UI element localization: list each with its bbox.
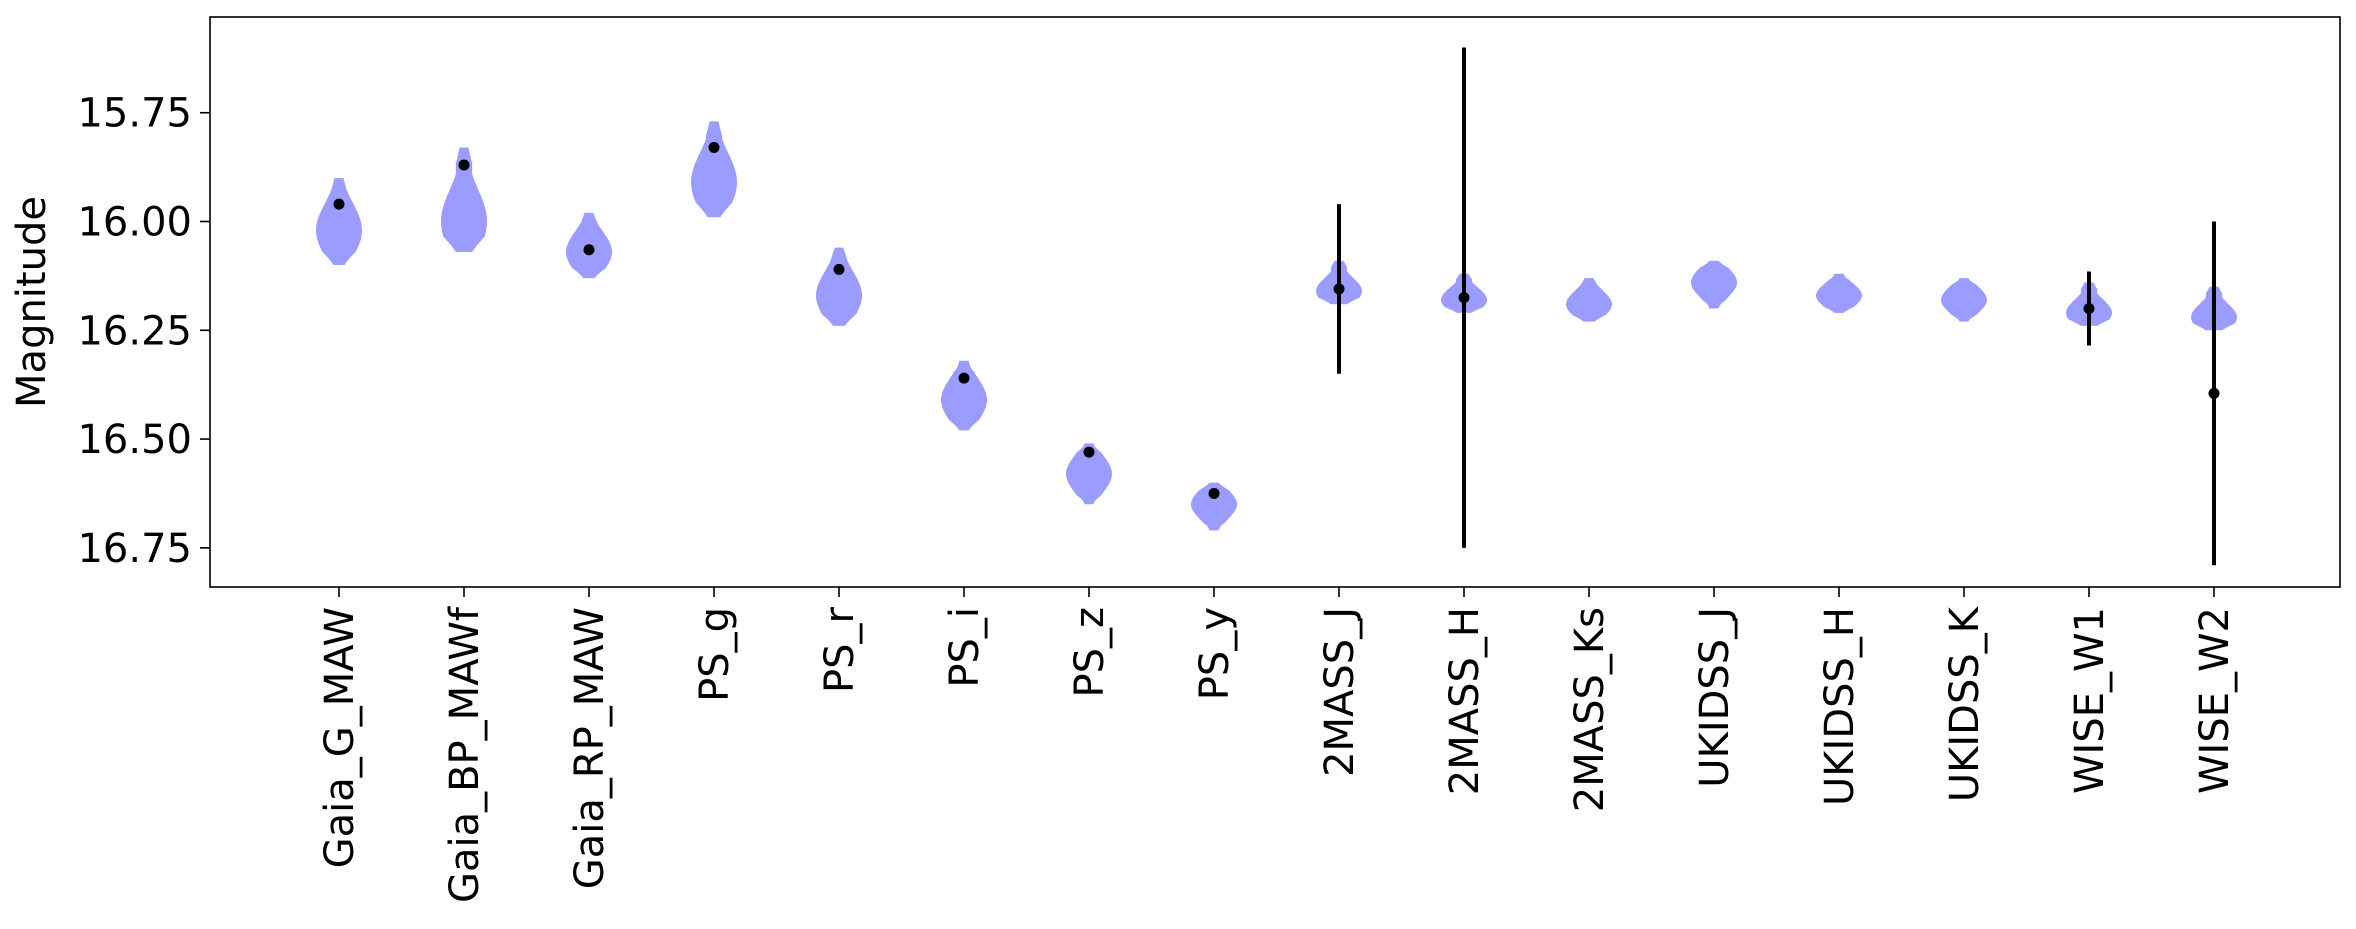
point-WISE_W2 (2208, 387, 2220, 399)
x-tick-label-UKIDSS_H: UKIDSS_H (1817, 607, 1863, 806)
violin-PS_y (1191, 482, 1237, 531)
x-tick-label-PS_i: PS_i (942, 607, 988, 688)
violin-2MASS_Ks (1566, 278, 1612, 322)
violin-PS_g (691, 121, 737, 218)
violin-PS_i (941, 360, 987, 431)
violins-group (316, 121, 2237, 531)
x-tick-label-2MASS_H: 2MASS_H (1442, 607, 1488, 795)
point-PS_r (833, 263, 845, 275)
x-tick-label-Gaia_G_MAW: Gaia_G_MAW (317, 607, 363, 868)
x-tick-label-PS_z: PS_z (1067, 607, 1113, 698)
x-tick-label-UKIDSS_J: UKIDSS_J (1692, 607, 1738, 788)
violin-UKIDSS_H (1816, 273, 1862, 313)
point-Gaia_RP_MAW (583, 244, 595, 256)
violin-PS_z (1066, 443, 1112, 505)
point-PS_z (1083, 446, 1095, 458)
point-WISE_W1 (2083, 303, 2095, 315)
x-tick-label-PS_g: PS_g (692, 607, 738, 702)
x-axis: Gaia_G_MAW Gaia_BP_MAWf Gaia_RP_MAW PS_g PS_… (317, 587, 2238, 903)
point-Gaia_G_MAW (333, 198, 345, 210)
y-tick-label-16.25: 16.25 (77, 308, 192, 354)
x-tick-label-Gaia_BP_MAWf: Gaia_BP_MAWf (442, 606, 488, 903)
x-tick-label-PS_r: PS_r (817, 606, 863, 693)
y-tick-label-15.75: 15.75 (77, 91, 192, 137)
point-PS_y (1208, 487, 1220, 499)
point-PS_g (708, 142, 720, 154)
x-tick-label-2MASS_J: 2MASS_J (1317, 607, 1363, 777)
x-tick-label-UKIDSS_K: UKIDSS_K (1942, 605, 1988, 802)
violin-Gaia_BP_MAWf (441, 147, 487, 252)
y-tick-label-16.75: 16.75 (77, 526, 192, 572)
y-axis-label: Magnitude (9, 196, 55, 408)
y-tick-label-16.00: 16.00 (77, 200, 192, 246)
violin-PS_r (816, 247, 862, 326)
x-tick-label-2MASS_Ks: 2MASS_Ks (1567, 607, 1613, 812)
violin-UKIDSS_J (1691, 260, 1737, 309)
y-tick-label-16.50: 16.50 (77, 417, 192, 463)
violin-Gaia_G_MAW (316, 178, 362, 265)
points-group (333, 142, 2220, 499)
violin-UKIDSS_K (1941, 278, 1987, 322)
point-PS_i (958, 372, 970, 384)
point-2MASS_H (1458, 292, 1470, 304)
plot-frame (209, 16, 2341, 588)
x-tick-label-PS_y: PS_y (1192, 607, 1238, 700)
point-Gaia_BP_MAWf (458, 159, 470, 171)
x-tick-label-WISE_W1: WISE_W1 (2067, 607, 2113, 794)
x-tick-label-WISE_W2: WISE_W2 (2192, 607, 2238, 794)
y-axis: 15.75 16.00 16.25 16.50 16.75 (77, 91, 210, 572)
x-tick-label-Gaia_RP_MAW: Gaia_RP_MAW (567, 607, 613, 889)
point-2MASS_J (1333, 283, 1345, 295)
